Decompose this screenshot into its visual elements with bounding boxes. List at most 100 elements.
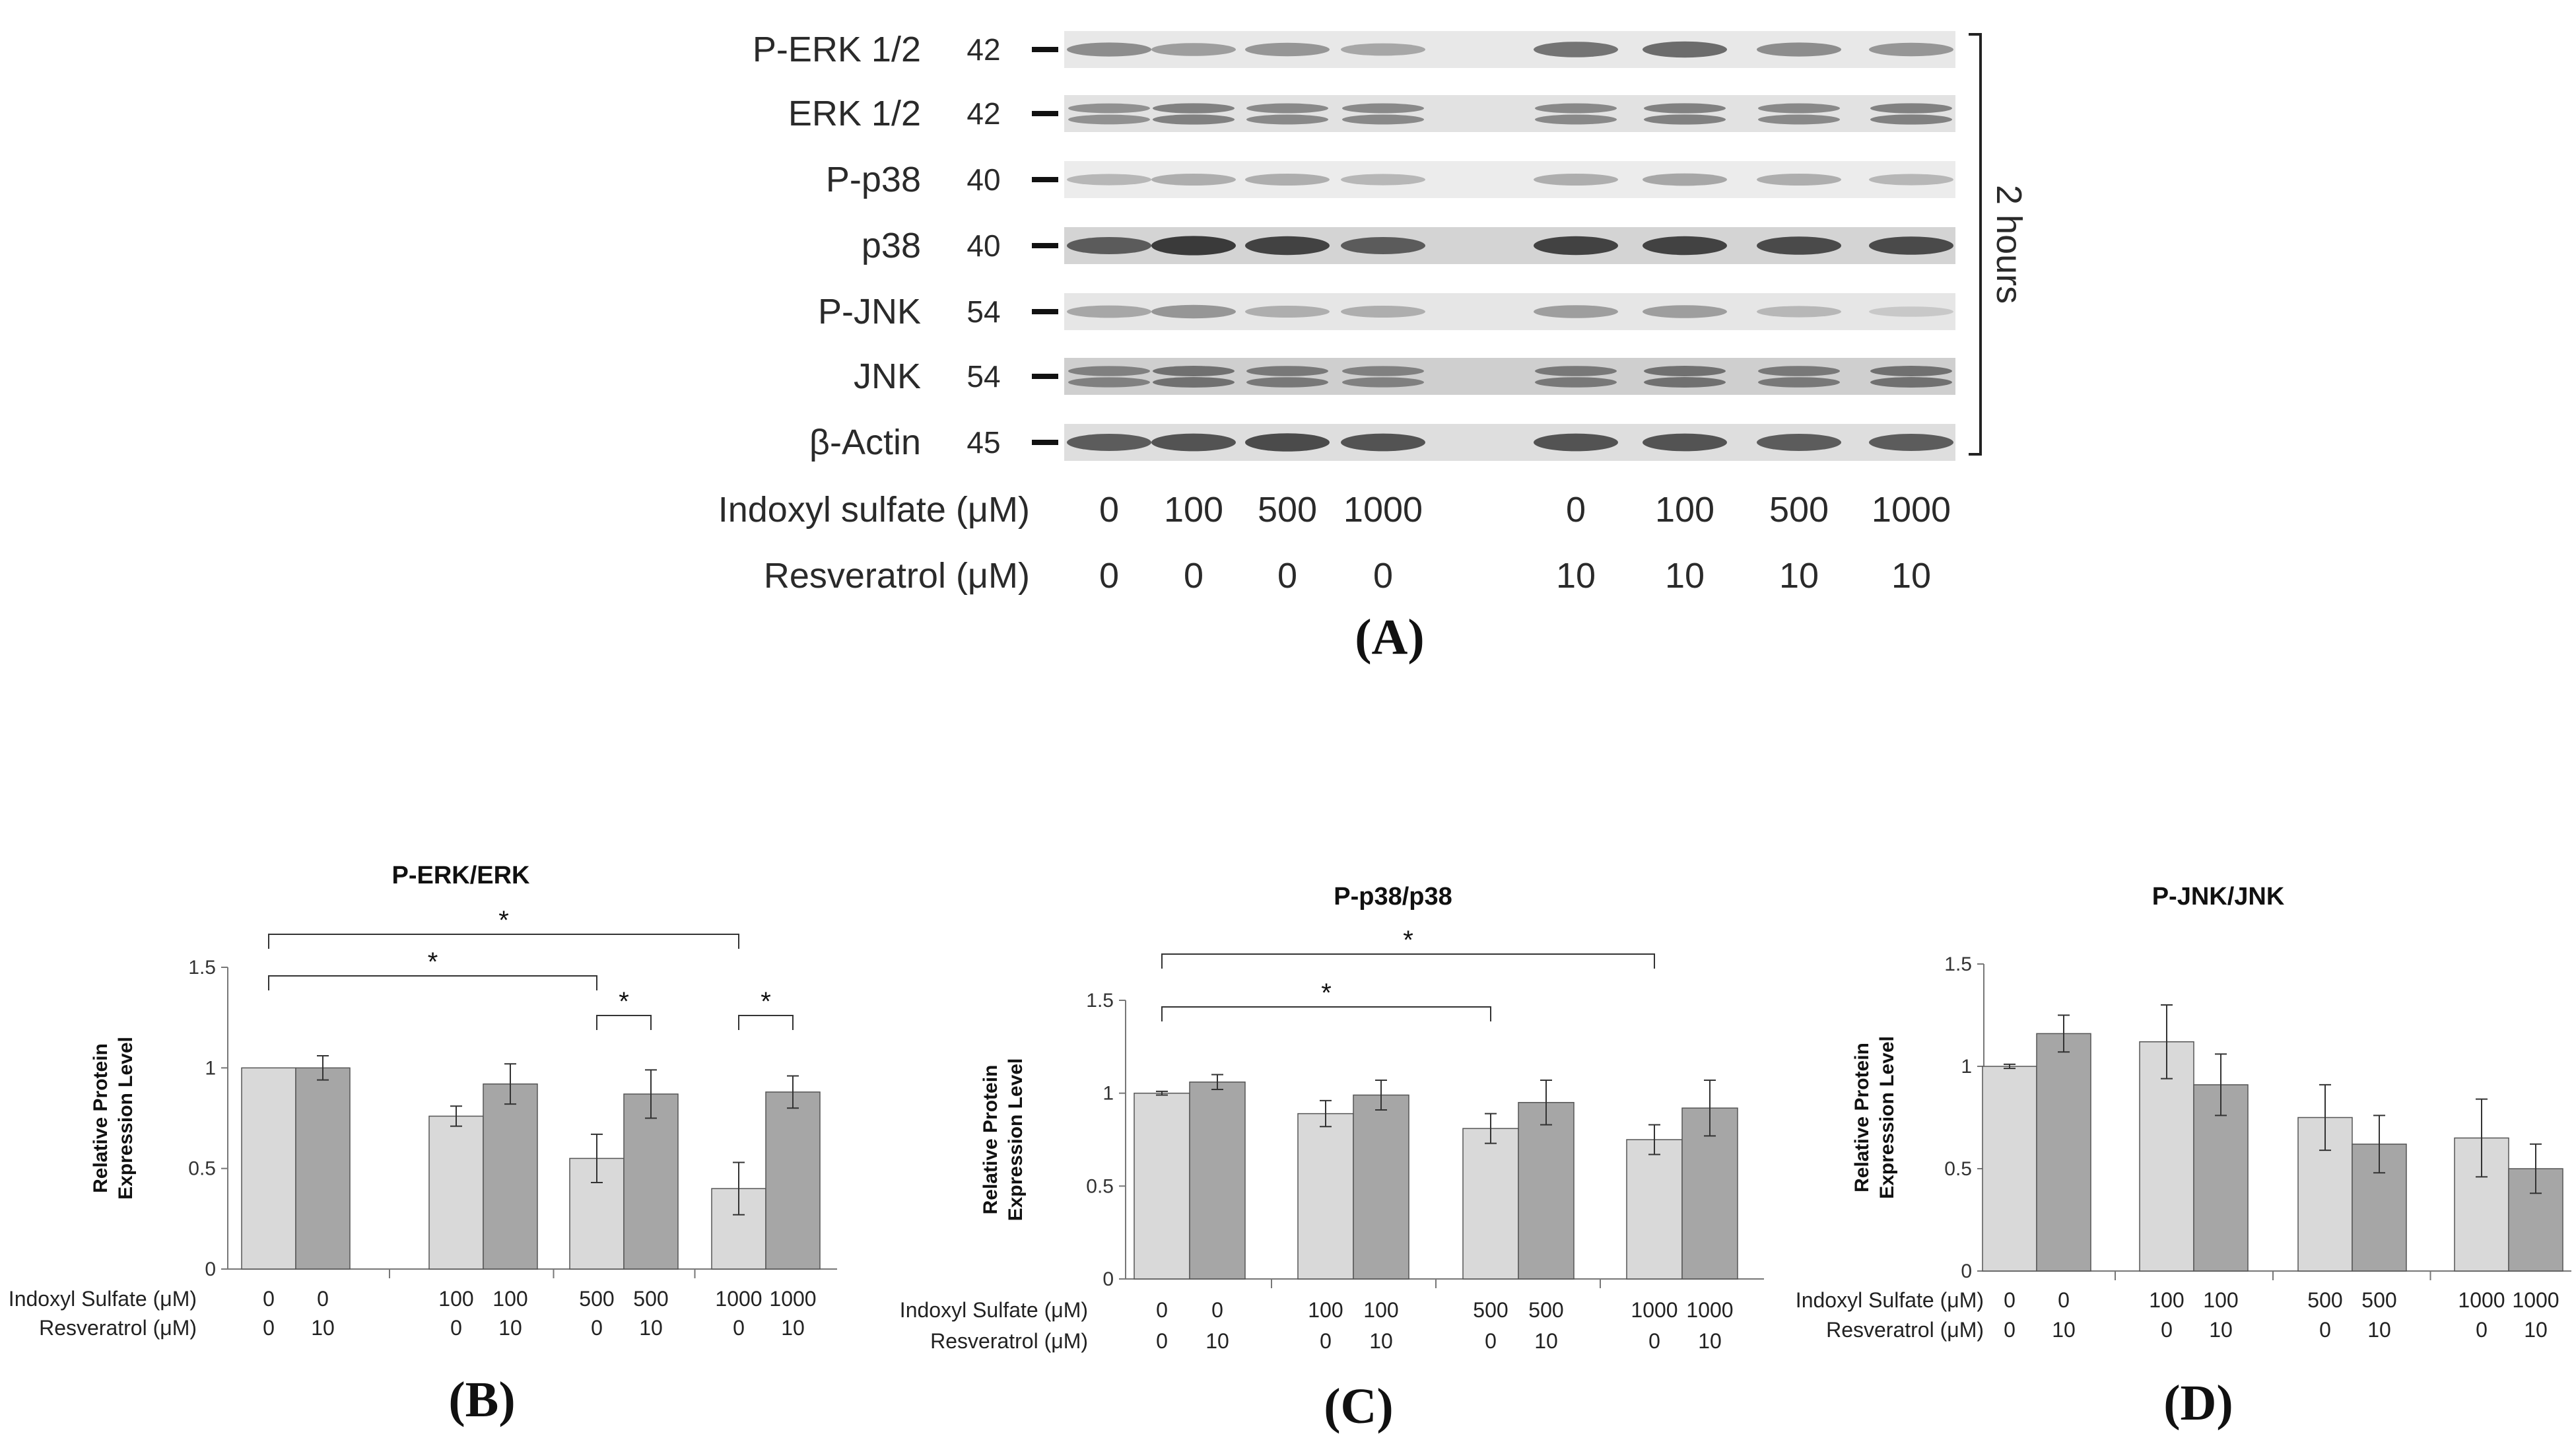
blot-band (1342, 103, 1424, 114)
marker-tick (1032, 243, 1058, 248)
resveratrol-row-label: Resveratrol (μM) (39, 1316, 197, 1340)
blot-band (1153, 114, 1235, 125)
molecular-weight-label: 40 (966, 228, 1000, 263)
bar (1626, 1139, 1683, 1280)
marker-tick (1032, 177, 1058, 182)
blot-band (1758, 377, 1840, 388)
x-category-resveratrol: 10 (1205, 1329, 1229, 1353)
blot-band (1151, 43, 1236, 56)
blot-band (1869, 42, 1953, 57)
indoxyl-dose: 1000 (1872, 490, 1951, 530)
blot-row-label: p38 (862, 226, 921, 265)
x-category-resveratrol: 0 (1320, 1329, 1332, 1353)
x-category-indoxyl: 1000 (2458, 1288, 2505, 1312)
resveratrol-dose: 0 (1184, 556, 1203, 596)
x-category-indoxyl: 500 (579, 1287, 614, 1311)
bar (483, 1083, 538, 1270)
y-axis-label: Relative Protein (90, 1043, 112, 1193)
blot-band (1245, 433, 1330, 452)
bar (1353, 1094, 1409, 1280)
x-category-indoxyl: 0 (2058, 1288, 2070, 1312)
indoxyl-dose: 500 (1258, 490, 1317, 530)
resveratrol-dose: 10 (1779, 556, 1819, 596)
blot-strip (1064, 358, 1955, 395)
blot-row-label: P-JNK (818, 292, 921, 331)
blot-band (1246, 366, 1328, 376)
blot-band (1870, 366, 1952, 376)
blot-band (1342, 377, 1424, 388)
y-tick-label: 0 (205, 1258, 216, 1280)
blot-band (1534, 42, 1618, 57)
blot-band (1534, 305, 1618, 318)
blot-band (1068, 103, 1150, 114)
blot-band (1341, 43, 1425, 56)
panel-letter: (B) (448, 1372, 515, 1428)
x-category-resveratrol: 0 (733, 1316, 745, 1340)
x-category-resveratrol: 0 (1648, 1329, 1660, 1353)
blot-band (1643, 305, 1727, 318)
blot-band (1644, 377, 1726, 388)
blot-band (1067, 434, 1151, 451)
resveratrol-dose: 10 (1665, 556, 1705, 596)
bar (2036, 1033, 2091, 1272)
blot-band (1757, 42, 1841, 57)
y-tick-label: 0.5 (1944, 1158, 1972, 1180)
blot-band (1534, 174, 1618, 186)
blot-band (1644, 103, 1726, 114)
y-tick-label: 0.5 (188, 1158, 216, 1180)
blot-band (1067, 42, 1151, 57)
x-category-indoxyl: 500 (2307, 1288, 2342, 1312)
blot-band (1869, 306, 1953, 317)
x-category-indoxyl: 500 (633, 1287, 668, 1311)
x-category-indoxyl: 1000 (2512, 1288, 2559, 1312)
blot-band (1535, 103, 1617, 114)
x-category-resveratrol: 0 (591, 1316, 603, 1340)
significance-bracket (268, 934, 739, 949)
x-category-resveratrol: 0 (2161, 1318, 2173, 1342)
blot-band (1869, 236, 1953, 255)
p-erk-erk-chart: P-ERK/ERK 0 0.5 1 1.5 Relative Protein Express… (9, 862, 837, 1428)
bar (241, 1067, 296, 1270)
blot-band (1341, 237, 1425, 254)
bar (1297, 1113, 1354, 1280)
y-tick-label: 0 (1102, 1268, 1114, 1290)
x-category-resveratrol: 0 (1156, 1329, 1168, 1353)
x-category-resveratrol: 10 (2209, 1318, 2233, 1342)
time-bracket (1969, 33, 1982, 456)
indoxyl-row-label: Indoxyl Sulfate (μM) (9, 1287, 197, 1311)
blot-band (1869, 434, 1953, 451)
x-category-resveratrol: 10 (1369, 1329, 1393, 1353)
x-category-resveratrol: 10 (639, 1316, 663, 1340)
y-axis-label: Expression Level (115, 1037, 137, 1200)
marker-tick (1032, 309, 1058, 314)
x-category-resveratrol: 0 (2476, 1318, 2488, 1342)
resveratrol-row-label: Resveratrol (μM) (930, 1329, 1088, 1353)
blot-row-label: β-Actin (809, 423, 921, 462)
blot-band (1643, 173, 1727, 186)
significance-star: * (1321, 979, 1332, 1008)
blot-band (1151, 304, 1236, 319)
p-jnk-jnk-chart: P-JNK/JNK 0 0.5 1 1.5 Relative Protein Express… (1796, 883, 2571, 1431)
x-category-indoxyl: 100 (1363, 1298, 1398, 1322)
x-category-resveratrol: 0 (263, 1316, 275, 1340)
blot-band (1643, 433, 1727, 452)
indoxyl-row-label: Indoxyl Sulfate (μM) (1796, 1288, 1984, 1312)
significance-star: * (761, 987, 771, 1016)
blot-row-label: P-ERK 1/2 (753, 30, 921, 69)
time-label: 2 hours (1989, 185, 2029, 304)
x-category-indoxyl: 500 (1528, 1298, 1563, 1322)
blot-band (1534, 433, 1618, 452)
blot-band (1151, 236, 1236, 256)
y-tick-label: 0.5 (1086, 1175, 1114, 1197)
blot-band (1068, 377, 1150, 388)
indoxyl-dose: 100 (1655, 490, 1714, 530)
x-category-indoxyl: 1000 (1686, 1298, 1733, 1322)
blot-band (1341, 174, 1425, 186)
x-category-indoxyl: 1000 (715, 1287, 762, 1311)
blot-band (1153, 103, 1235, 114)
x-category-resveratrol: 10 (498, 1316, 522, 1340)
blot-band (1245, 306, 1330, 318)
chart-title: P-p38/p38 (1334, 883, 1452, 911)
blot-band (1068, 366, 1150, 376)
